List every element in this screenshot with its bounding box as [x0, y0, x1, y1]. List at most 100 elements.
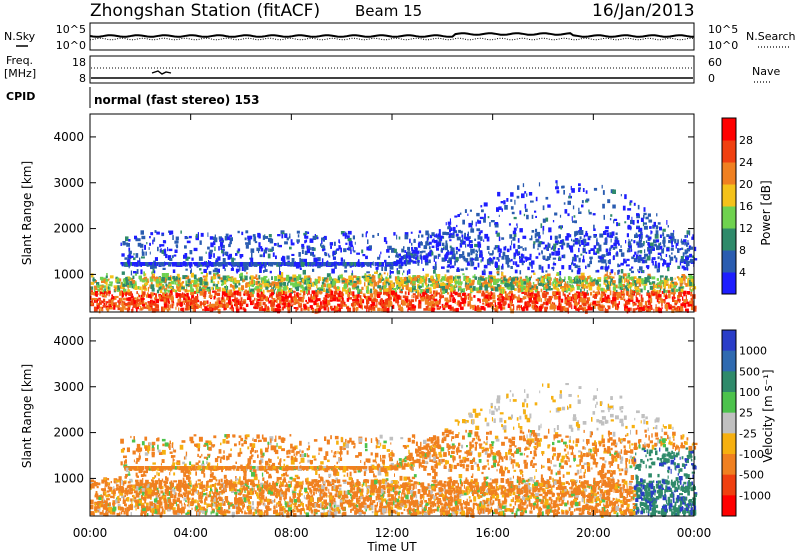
- range-cell: [686, 251, 689, 254]
- range-cell: [656, 239, 660, 243]
- range-cell: [256, 286, 260, 291]
- range-cell: [365, 307, 369, 310]
- range-cell: [582, 255, 585, 260]
- range-cell: [563, 190, 565, 195]
- range-cell: [477, 234, 481, 240]
- range-cell: [455, 256, 459, 262]
- range-cell: [329, 299, 333, 302]
- range-cell: [486, 302, 488, 307]
- range-cell: [453, 250, 455, 255]
- range-cell: [519, 298, 523, 303]
- range-cell: [414, 252, 417, 257]
- range-cell: [604, 266, 609, 270]
- range-cell: [113, 304, 116, 310]
- range-cell: [465, 284, 470, 290]
- range-cell: [403, 284, 407, 287]
- range-cell: [636, 289, 640, 293]
- range-cell: [338, 239, 340, 243]
- range-cell: [615, 284, 618, 289]
- range-cell: [264, 266, 266, 270]
- range-cell: [410, 299, 415, 303]
- range-cell: [651, 259, 653, 264]
- range-cell: [280, 289, 284, 295]
- range-cell: [487, 216, 490, 219]
- range-cell: [418, 285, 421, 290]
- range-cell: [222, 303, 226, 308]
- range-cell: [379, 302, 382, 306]
- range-cell: [194, 299, 198, 302]
- range-cell: [643, 305, 646, 308]
- range-cell: [347, 308, 351, 312]
- range-cell: [648, 302, 652, 306]
- range-cell: [587, 297, 591, 302]
- range-cell: [139, 286, 142, 291]
- range-cell: [515, 249, 518, 254]
- range-cell: [513, 295, 517, 299]
- range-cell: [545, 288, 548, 292]
- range-cell: [557, 240, 560, 243]
- range-cell: [585, 230, 588, 235]
- range-cell: [410, 252, 414, 256]
- range-cell: [541, 303, 544, 308]
- range-cell: [395, 251, 398, 257]
- range-cell: [377, 233, 379, 236]
- range-cell: [149, 284, 151, 289]
- range-cell: [510, 192, 514, 197]
- range-cell: [141, 262, 146, 266]
- range-cell: [176, 273, 180, 279]
- range-cell: [212, 283, 216, 287]
- range-cell: [630, 307, 632, 311]
- range-cell: [461, 301, 465, 304]
- range-cell: [341, 280, 345, 283]
- range-cell: [575, 306, 577, 309]
- range-cell: [222, 264, 225, 269]
- range-cell: [564, 209, 568, 214]
- range-cell: [573, 286, 575, 291]
- range-cell: [682, 259, 686, 262]
- range-cell: [430, 234, 433, 239]
- range-cell: [481, 276, 485, 280]
- range-cell: [591, 282, 595, 287]
- range-cell: [328, 293, 333, 298]
- range-cell: [280, 272, 284, 277]
- range-cell: [513, 243, 516, 249]
- range-cell: [485, 277, 488, 280]
- range-cell: [433, 295, 435, 300]
- range-cell: [662, 262, 665, 267]
- range-cell: [345, 242, 348, 245]
- range-cell: [136, 269, 139, 274]
- range-cell: [317, 257, 321, 262]
- range-cell: [247, 284, 251, 287]
- range-cell: [308, 298, 311, 303]
- range-cell: [97, 284, 100, 288]
- range-cell: [277, 288, 281, 294]
- range-cell: [480, 282, 484, 287]
- range-cell: [308, 284, 312, 290]
- range-cell: [555, 273, 558, 276]
- range-cell: [512, 294, 515, 297]
- range-cell: [381, 285, 385, 290]
- range-cell: [327, 279, 329, 283]
- range-cell: [580, 253, 583, 256]
- range-cell: [367, 239, 369, 245]
- range-cell: [582, 308, 584, 313]
- range-cell: [647, 300, 650, 303]
- range-cell: [436, 307, 441, 310]
- range-cell: [669, 262, 671, 265]
- range-cell: [482, 298, 485, 302]
- range-cell: [570, 276, 572, 282]
- range-cell: [250, 257, 254, 263]
- range-cell: [538, 297, 541, 302]
- range-cell: [381, 262, 385, 266]
- range-cell: [655, 225, 658, 230]
- range-cell: [621, 293, 625, 296]
- range-cell: [336, 262, 339, 265]
- range-cell: [253, 287, 258, 291]
- range-cell: [512, 261, 515, 265]
- range-cell: [519, 305, 522, 308]
- range-cell: [324, 294, 328, 298]
- range-cell: [429, 287, 432, 292]
- range-cell: [494, 292, 496, 297]
- range-cell: [481, 257, 484, 262]
- range-cell: [543, 277, 545, 283]
